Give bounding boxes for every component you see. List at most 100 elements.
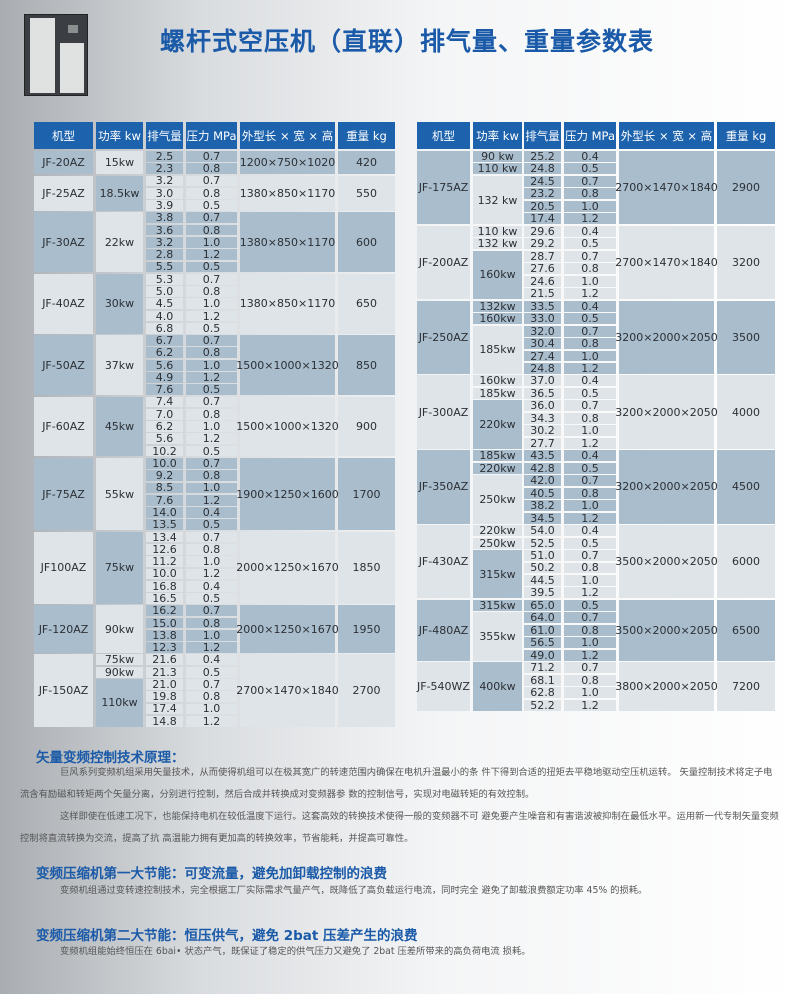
section-heading-constant-pressure: 变频压缩机第二大节能：恒压供气，避免 2bat 压差产生的浪费 [36, 928, 418, 944]
section-paragraph: 这样即使在低速工况下，也能保持电机在较低温度下运行。这套高效的转换技术使得一般的… [20, 811, 779, 844]
pressure-cell: 1.0 [564, 636, 616, 649]
dimensions-cell: 3200×2000×2050 [615, 300, 718, 374]
pressure-cell: 0.8 [186, 617, 237, 630]
header-dimensions: 外型长 × 宽 × 高 [619, 122, 714, 149]
model-cell: JF-40AZ [34, 273, 93, 334]
power-cell: 75kw [96, 531, 143, 604]
power-cell: 160kw [473, 250, 522, 300]
pressure-cell: 1.0 [564, 275, 616, 288]
pressure-cell: 0.7 [564, 325, 616, 338]
header-power: 功率 kw [96, 122, 143, 149]
weight-cell: 900 [338, 396, 395, 457]
pressure-cell: 0.8 [564, 624, 616, 637]
power-cell: 90 kw [473, 150, 522, 163]
flow-cell: 24.8 [524, 362, 561, 375]
flow-cell: 30.4 [524, 337, 561, 350]
pressure-cell: 0.7 [186, 531, 237, 544]
flow-cell: 5.0 [146, 285, 183, 298]
flow-cell: 25.2 [524, 150, 561, 163]
weight-cell: 650 [338, 273, 395, 334]
power-cell: 55kw [96, 458, 143, 531]
flow-cell: 34.5 [524, 512, 561, 525]
weight-cell: 4000 [717, 375, 775, 449]
power-cell: 400kw [473, 662, 522, 711]
flow-cell: 29.2 [524, 237, 561, 250]
flow-cell: 17.4 [146, 702, 183, 715]
weight-cell: 6000 [717, 525, 775, 599]
flow-cell: 2.8 [146, 248, 183, 261]
power-cell: 110kw [96, 679, 143, 727]
pressure-cell: 1.0 [564, 686, 616, 699]
dimensions-cell: 2000×1250×1670 [236, 531, 339, 604]
flow-cell: 13.5 [146, 518, 183, 531]
model-cell: JF-430AZ [417, 525, 470, 599]
flow-cell: 61.0 [524, 624, 561, 637]
flow-cell: 20.5 [524, 200, 561, 213]
pressure-cell: 0.8 [186, 224, 237, 237]
pressure-cell: 1.0 [186, 555, 237, 568]
pressure-cell: 1.2 [186, 310, 237, 323]
power-cell: 250kw [473, 537, 522, 550]
model-cell: JF-30AZ [34, 212, 93, 273]
flow-cell: 2.5 [146, 150, 183, 163]
pressure-cell: 0.8 [564, 262, 616, 275]
flow-cell: 65.0 [524, 599, 561, 612]
pressure-cell: 0.4 [564, 150, 616, 163]
section-paragraph: 巨风系列变频机组采用矢量技术，从而使得机组可以在极其宽广的转速范围内确保在电机升… [20, 767, 773, 800]
model-cell: JF100AZ [34, 531, 93, 604]
pressure-cell: 1.0 [186, 702, 237, 715]
pressure-cell: 0.8 [564, 674, 616, 687]
flow-cell: 42.0 [524, 474, 561, 487]
section-paragraph: 变频机组能始终恒压在 6bai• 状态产气，既保证了稳定的供气压力又避免了 2b… [60, 946, 531, 957]
power-cell: 355kw [473, 612, 522, 661]
pressure-cell: 0.5 [186, 518, 237, 531]
flow-cell: 27.4 [524, 350, 561, 363]
dimensions-cell: 2700×1470×1840 [615, 225, 718, 300]
flow-cell: 2.3 [146, 162, 183, 175]
flow-cell: 7.6 [146, 494, 183, 507]
pressure-cell: 1.0 [186, 481, 237, 494]
pressure-cell: 1.0 [186, 297, 237, 310]
model-cell: JF-175AZ [417, 151, 470, 225]
power-cell: 220kw [473, 524, 522, 537]
weight-cell: 420 [338, 151, 395, 175]
pressure-cell: 0.5 [186, 199, 237, 212]
power-cell: 132 kw [473, 175, 522, 225]
header-pressure: 压力 MPa [564, 122, 616, 149]
flow-cell: 23.2 [524, 187, 561, 200]
flow-cell: 7.6 [146, 383, 183, 396]
flow-cell: 3.6 [146, 224, 183, 237]
pressure-cell: 1.2 [564, 699, 616, 712]
pressure-cell: 0.8 [186, 408, 237, 421]
pressure-cell: 0.5 [564, 599, 616, 612]
power-cell: 110 kw [473, 162, 522, 175]
pressure-cell: 0.4 [186, 580, 237, 593]
flow-cell: 42.8 [524, 462, 561, 475]
model-cell: JF-540WZ [417, 662, 470, 711]
pressure-cell: 1.2 [564, 586, 616, 599]
section-paragraph: 变频机组通过变转速控制技术，完全根据工厂实际需求气量产气，既降低了高负载运行电流… [60, 885, 648, 896]
flow-cell: 5.6 [146, 432, 183, 445]
pressure-cell: 0.8 [186, 346, 237, 359]
flow-cell: 12.3 [146, 641, 183, 654]
power-cell: 185kw [473, 449, 522, 462]
section-heading-variable-flow: 变频压缩机第一大节能：可变流量，避免加卸载控制的浪费 [36, 866, 387, 882]
pressure-cell: 1.2 [186, 641, 237, 654]
pressure-cell: 0.7 [564, 549, 616, 562]
model-cell: JF-300AZ [417, 375, 470, 449]
power-cell: 315kw [473, 599, 522, 612]
flow-cell: 7.0 [146, 408, 183, 421]
flow-cell: 5.3 [146, 273, 183, 286]
pressure-cell: 0.8 [564, 187, 616, 200]
power-cell: 250kw [473, 475, 522, 524]
weight-cell: 3500 [717, 300, 775, 374]
flow-cell: 14.0 [146, 506, 183, 519]
weight-cell: 4500 [717, 450, 775, 524]
flow-cell: 5.5 [146, 260, 183, 273]
dimensions-cell: 1380×850×1170 [240, 175, 335, 211]
dimensions-cell: 1500×1000×1320 [236, 396, 339, 457]
weight-cell: 550 [338, 175, 395, 211]
pressure-cell: 0.4 [564, 300, 616, 313]
flow-cell: 21.3 [146, 666, 183, 679]
header-weight: 重量 kg [338, 122, 395, 149]
